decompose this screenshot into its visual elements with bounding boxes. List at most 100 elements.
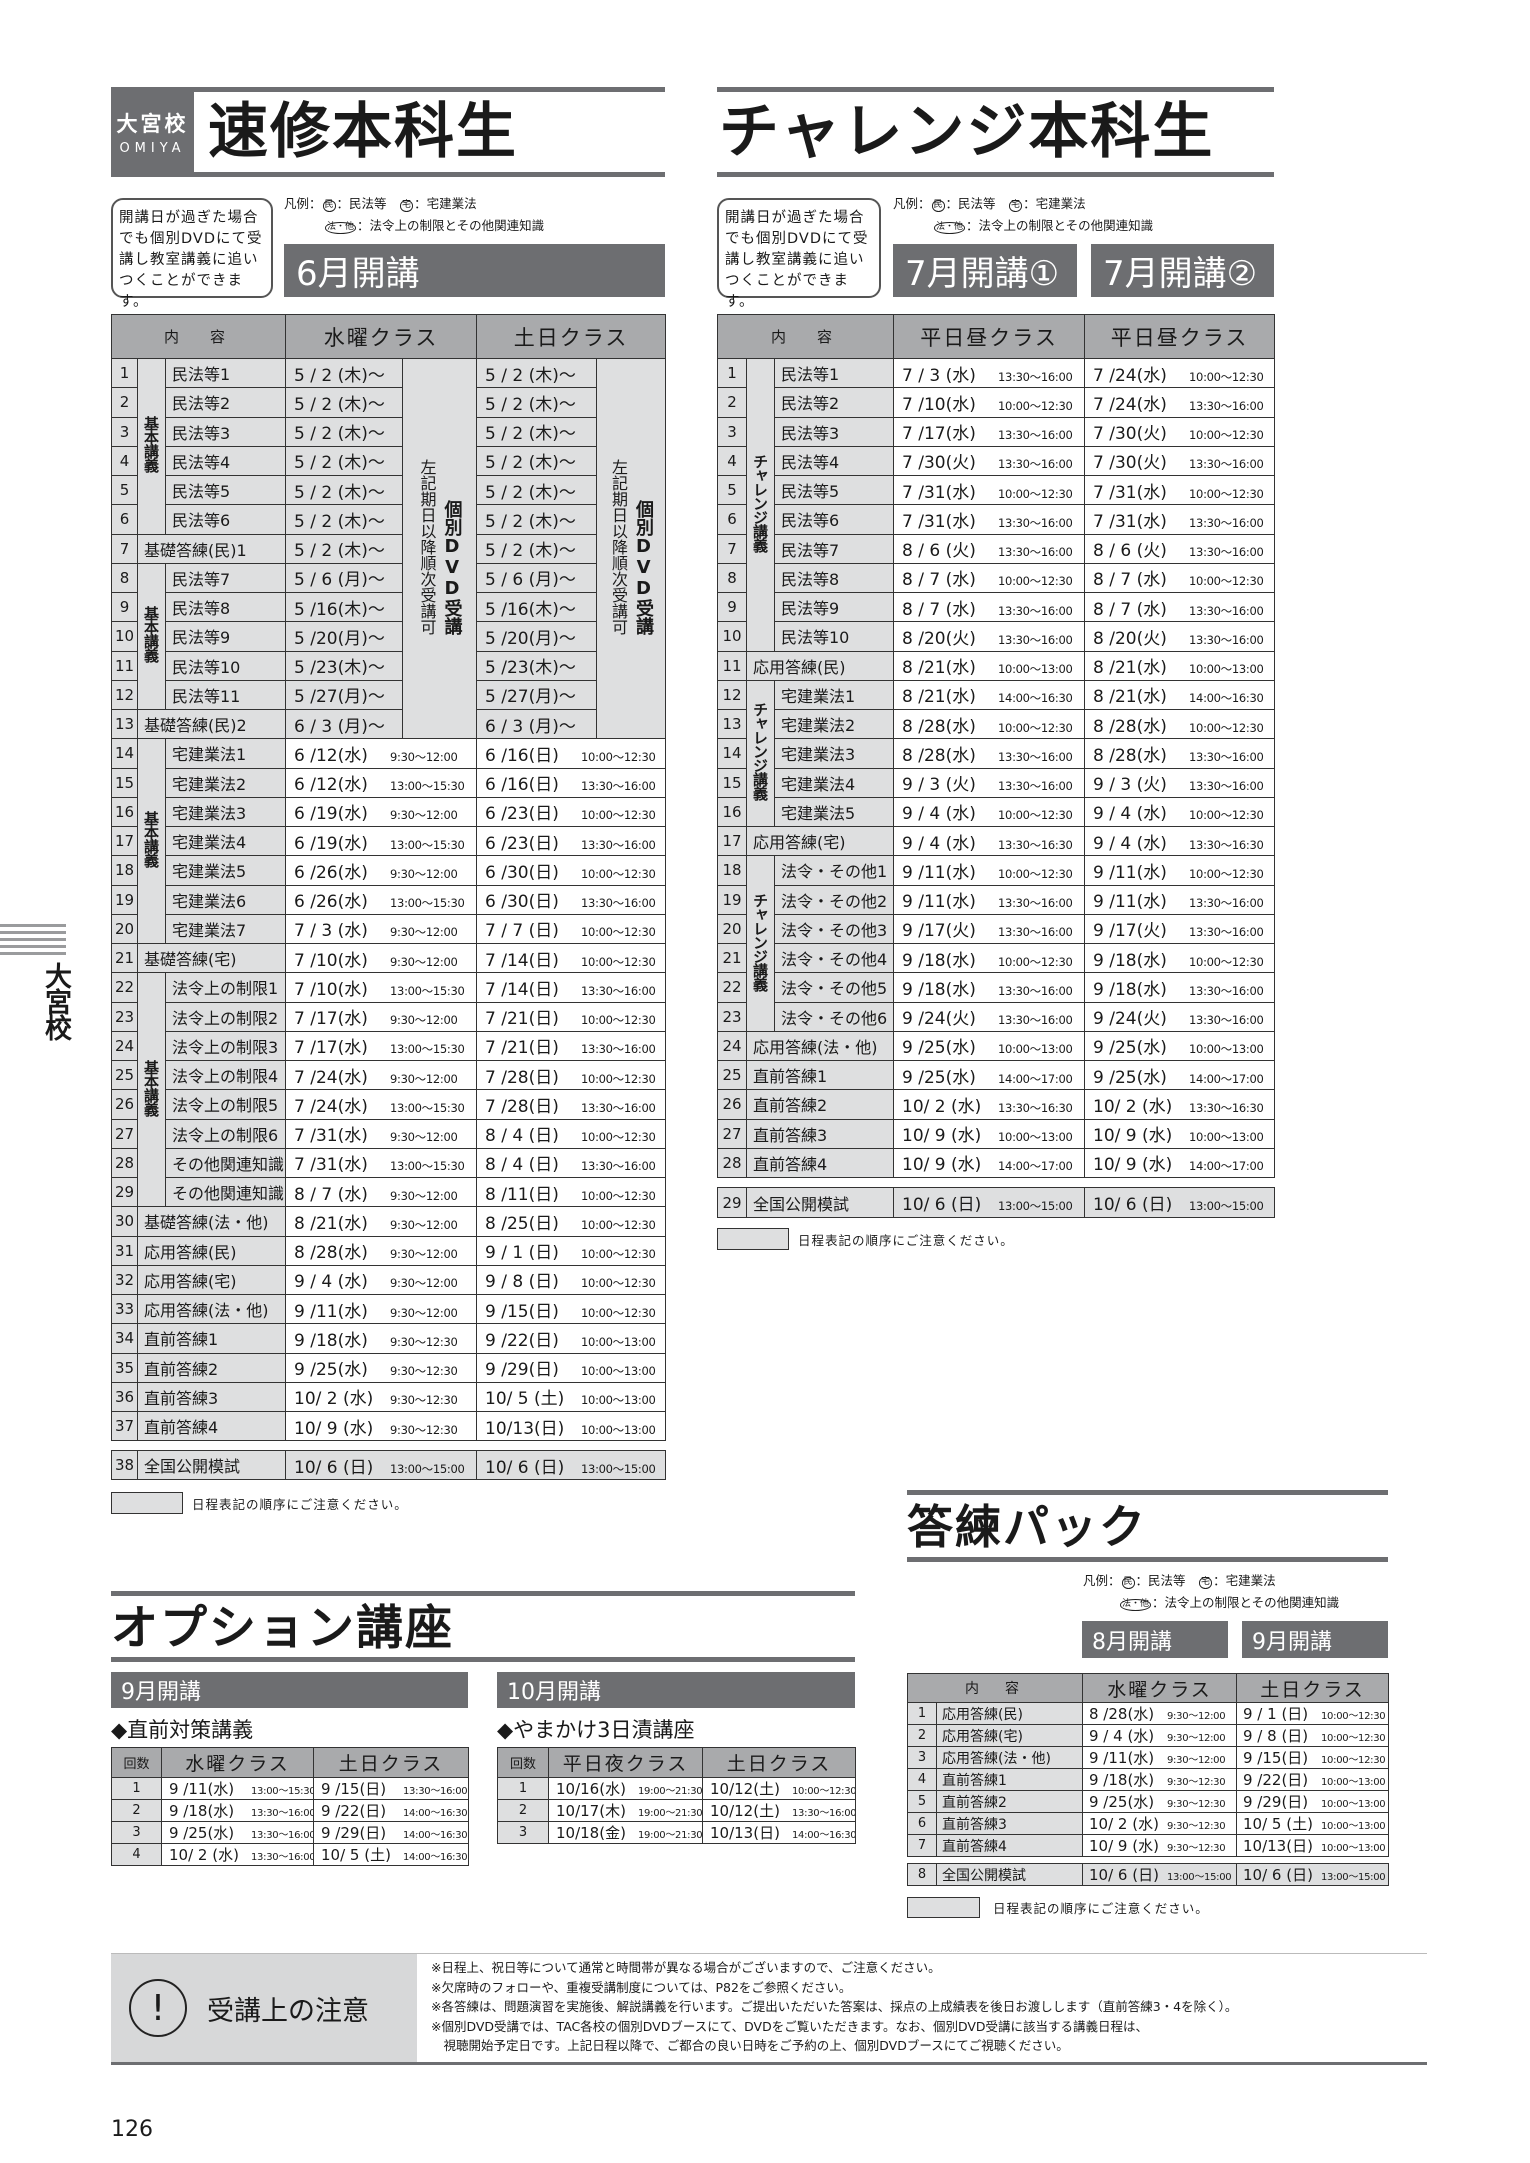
lecture-name: 民法等9 [773,591,895,623]
schedule-cell-sat: 9 /15(日) 13:30～16:00 [313,1777,469,1800]
schedule-cell-sat: 8 /20(火) 13:30～16:00 [1084,621,1276,652]
schedule-cell-wed: 9 / 4 (水) 13:30～16:30 [893,825,1086,857]
schedule-date: 9 /11(水) [902,862,976,883]
exclamation-circle-icon: ! [129,1979,187,2037]
schedule-time: 10:00～13:00 [581,1364,656,1379]
row-number: 22 [111,972,138,1003]
option-start-bar: 9月開講 [111,1672,468,1708]
schedule-cell-sat: 7 / 7 (日) 10:00～12:30 [476,913,667,945]
schedule-date: 5 / 2 (木)～ [485,424,576,445]
lecture-name: 民法等11 [164,679,287,711]
schedule-time: 9:30～12:00 [390,1247,458,1262]
dvd-catchup-note: 開講日が過ぎた場合でも個別DVDにて受講し教室講義に追いつくことができます。 [717,198,881,310]
schedule-time: 19:00～21:30 [638,1830,703,1841]
schedule-time: 9:30～12:00 [390,954,458,969]
schedule-cell-sat: 9 /17(火) 13:30～16:00 [1084,913,1276,945]
schedule-cell-sat: 7 /21(日) 13:30～16:00 [476,1030,667,1062]
column-header-content: 内 容 [716,314,895,359]
schedule-time: 13:30～16:00 [1189,603,1264,618]
side-tab-stripe [0,945,66,948]
schedule-time: 10:00～12:30 [581,1130,656,1145]
lecture-name: 応用答練(宅) [936,1724,1083,1747]
lecture-name: 直前答練1 [136,1323,287,1354]
shade-key-note: 日程表記の順序にご注意ください。 [192,1497,408,1512]
lecture-name: 宅建業法4 [164,825,287,857]
schedule-date: 7 /17(水) [294,1038,368,1059]
row-number: 20 [111,913,138,945]
schedule-cell-sat: 10/ 6 (日) 13:00～15:00 [1236,1863,1389,1886]
schedule-date: 7 / 7 (日) [485,921,559,942]
table-row: 26 法令上の制限5 7 /24(水) 13:00～15:30 7 /28(日) 13:3… [111,1089,667,1120]
schedule-cell-sat: 10/ 5 (土) 14:00～16:30 [313,1843,469,1866]
schedule-cell-wed: 10/ 6 (日) 13:00～15:00 [285,1450,478,1480]
shade-key-swatch [907,1897,980,1918]
schedule-date: 6 / 3 (月)～ [294,716,385,737]
category-mark: 宅 [400,200,414,212]
row-number: 16 [111,796,138,828]
lecture-name: 民法等1 [164,357,287,389]
schedule-time: 10:00～13:00 [1321,1799,1386,1810]
schedule-date: 5 / 2 (木)～ [294,482,385,503]
schedule-date: 9 /17(火) [1093,921,1167,942]
campus-badge: 大宮校 OMIYA [111,92,194,172]
table-row: 28 その他関連知識1 7 /31(水) 13:00～15:30 8 / 4 (日) 13… [111,1147,667,1179]
schedule-cell-sat: 10/13(日) 14:00～16:30 [702,1821,856,1844]
schedule-cell-wed: 7 /17(水) 13:30～16:00 [893,416,1086,447]
schedule-time: 13:30～16:00 [792,1808,856,1819]
schedule-date: 9 /24(火) [1093,1009,1167,1030]
schedule-cell-wed: 7 /10(水) 13:00～15:30 [285,972,478,1003]
legend: 凡例：民：民法等 宅：宅建業法 法・他 ：法令上の制限とその他関連知識 [1083,1570,1339,1614]
schedule-date: 10/ 6 (日) [485,1457,565,1478]
shade-key-swatch [111,1492,183,1514]
schedule-time: 13:30～16:00 [1189,749,1264,764]
schedule-date: 9 /15(日) [1243,1749,1309,1767]
schedule-cell-sat: 8 /21(水) 14:00～16:30 [1084,679,1276,711]
table-row: 3 応用答練(法・他) 9 /11(水) 9:30～12:00 9 /15(日) 10:0… [907,1746,1389,1769]
schedule-time: 13:30～16:00 [998,925,1073,940]
table-row: 1 基本講義 民法等1 5 / 2 (木)～ 左記期日以降順次受講可 個別DVD受講 5 /… [111,357,667,740]
schedule-time: 13:00～15:30 [390,1159,465,1174]
schedule-cell-sat: 9 /25(水) 10:00～13:00 [1084,1030,1276,1062]
lecture-name: 宅建業法6 [164,884,287,915]
lecture-name: 直前答練3 [136,1381,287,1413]
schedule-time: 19:00～21:30 [638,1786,703,1797]
header-row: 内 容水曜クラス 土日クラス [907,1673,1389,1703]
schedule-date: 6 /12(水) [294,775,368,796]
schedule-time: 10:00～12:30 [1189,369,1264,384]
table-row: 26 直前答練2 10/ 2 (水) 13:30～16:30 10/ 2 (水) 13:3… [717,1089,1276,1120]
schedule-date: 7 /31(水) [1093,482,1167,503]
column-header-class-2: 土日クラス [702,1747,856,1778]
lecture-name: 法令上の制限1 [164,972,287,1003]
schedule-date: 6 /19(水) [294,804,368,825]
schedule-cell-sat: 10/ 5 (土) 10:00～13:00 [1236,1812,1389,1835]
campus-name-en: OMIYA [119,141,186,156]
lecture-name: 宅建業法2 [164,767,287,798]
schedule-cell-sat: 7 /28(日) 10:00～12:30 [476,1059,667,1091]
schedule-cell-sat: 8 /28(水) 10:00～12:30 [1084,708,1276,740]
schedule-cell-wed: 6 /12(水) 13:00～15:30 [285,767,478,798]
schedule-date: 9 /25(水) [169,1824,235,1842]
table-row: 35 直前答練2 9 /25(水) 9:30～12:30 9 /29(日) 10:00～1… [111,1352,667,1383]
schedule-cell-sat: 9 /11(水) 10:00～12:30 [1084,855,1276,886]
schedule-cell-wed: 9 / 3 (火) 13:30～16:00 [893,767,1086,798]
schedule-date: 8 /21(水) [294,1213,368,1234]
column-header-class-2: 土日クラス [313,1747,469,1778]
schedule-time: 10:00～13:00 [1189,662,1264,677]
schedule-date: 9 / 4 (水) [1093,833,1167,854]
schedule-cell-wed: 7 /10(水) 10:00～12:30 [893,387,1086,418]
row-number: 19 [111,884,138,915]
schedule-date: 9 /25(水) [1093,1067,1167,1088]
lecture-name: 法令上の制限3 [164,1030,287,1062]
schedule-cell-sat: 10/ 2 (水) 13:30～16:30 [1084,1089,1276,1120]
lecture-name: 民法等5 [773,474,895,506]
table-row: 17 宅建業法4 6 /19(水) 13:00～15:30 6 /23(日) 13:30～… [111,825,667,857]
schedule-date: 8 /28(水) [1089,1705,1155,1723]
row-number: 23 [111,1001,138,1032]
schedule-cell-sat: 7 /31(水) 10:00～12:30 [1084,474,1276,506]
schedule-cell-wed: 10/ 9 (水) 9:30～12:30 [1082,1834,1237,1857]
schedule-date: 9 / 4 (水) [1089,1727,1155,1745]
schedule-cell-sat: 9 /18(水) 13:30～16:00 [1084,972,1276,1003]
schedule-cell-sat: 5 /27(月)～ [476,679,598,711]
exam-table: 29 全国公開模試 10/ 6 (日) 13:00～15:00 10/ 6 (日) 13:… [717,1187,1276,1218]
side-tab-stripe [0,952,66,955]
